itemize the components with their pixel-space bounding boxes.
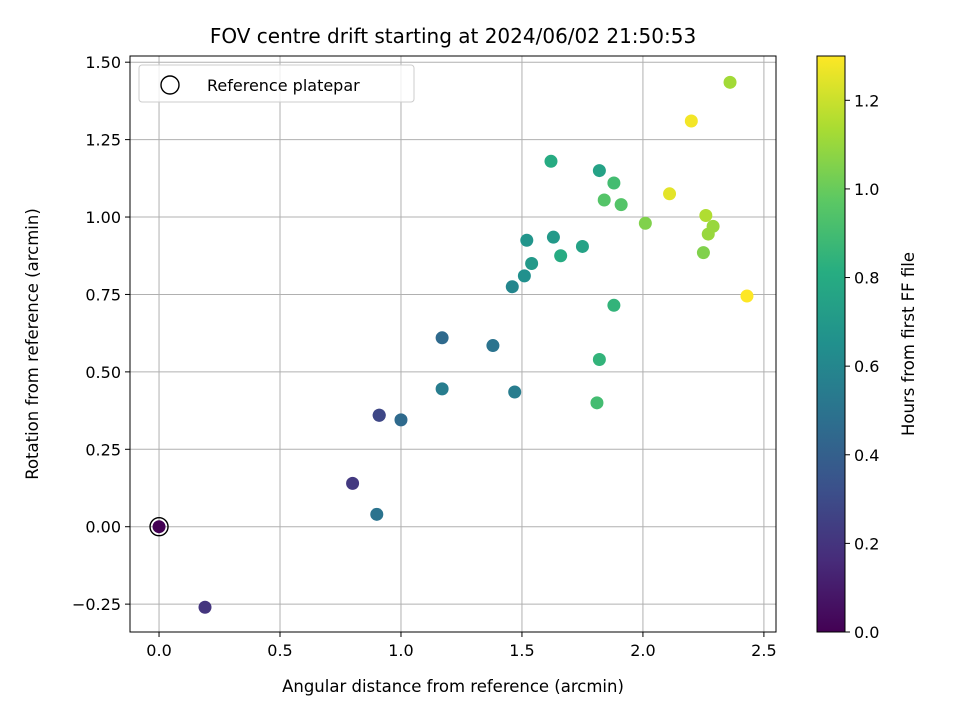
- data-point: [696, 246, 710, 260]
- colorbar-tick-label: 0.2: [854, 534, 879, 553]
- colorbar-tick-label: 0.0: [854, 623, 879, 642]
- legend-marker-reference: [160, 75, 180, 95]
- x-axis-label: Angular distance from reference (arcmin): [282, 677, 624, 696]
- colorbar-gradient: [817, 56, 845, 632]
- y-tick-label: −0.25: [72, 595, 121, 614]
- data-point: [607, 176, 621, 190]
- colorbar-label: Hours from first FF file: [899, 252, 918, 436]
- grid-lines: [130, 56, 776, 632]
- data-point: [597, 193, 611, 207]
- data-point: [394, 413, 408, 427]
- data-point: [372, 408, 386, 422]
- data-point: [723, 75, 737, 89]
- data-point: [706, 219, 720, 233]
- y-tick-label: 0.50: [85, 363, 121, 382]
- x-tick-label: 0.5: [267, 641, 292, 660]
- reference-platepar-marker: [149, 517, 169, 537]
- data-point: [435, 382, 449, 396]
- data-point: [614, 198, 628, 212]
- colorbar-tick-label: 1.0: [854, 180, 879, 199]
- data-point: [517, 269, 531, 283]
- x-tick-label: 0.0: [146, 641, 171, 660]
- data-point: [346, 476, 360, 490]
- colorbar-tick-label: 1.2: [854, 91, 879, 110]
- data-point: [592, 352, 606, 366]
- plot-frame: [129, 55, 777, 633]
- data-point: [575, 239, 589, 253]
- y-tick-label: 0.25: [85, 440, 121, 459]
- data-point: [684, 114, 698, 128]
- x-tick-label: 2.5: [751, 641, 776, 660]
- data-point: [607, 298, 621, 312]
- data-point: [592, 164, 606, 178]
- colorbar-tick-label: 0.8: [854, 269, 879, 288]
- data-point: [544, 154, 558, 168]
- data-point: [152, 520, 166, 534]
- legend: Reference platepar: [138, 64, 415, 103]
- data-points: [149, 75, 754, 614]
- x-axis: 0.0 0.5 1.0 1.5 2.0 2.5: [146, 632, 777, 660]
- data-point: [740, 289, 754, 303]
- y-axis: −0.25 0.00 0.25 0.50 0.75 1.00 1.25 1.50: [72, 53, 130, 614]
- data-point: [638, 216, 652, 230]
- y-tick-label: 1.50: [85, 53, 121, 72]
- data-point: [699, 208, 713, 222]
- data-point: [198, 600, 212, 614]
- chart-title: FOV centre drift starting at 2024/06/02 …: [210, 24, 696, 48]
- y-tick-label: 0.75: [85, 285, 121, 304]
- y-tick-label: 1.00: [85, 208, 121, 227]
- data-point: [486, 339, 500, 353]
- data-point: [520, 233, 534, 247]
- colorbar-tick-label: 0.6: [854, 357, 879, 376]
- colorbar-frame: [816, 55, 846, 633]
- y-tick-label: 1.25: [85, 131, 121, 150]
- data-point: [590, 396, 604, 410]
- legend-label-reference: Reference platepar: [207, 76, 360, 95]
- colorbar-tick-label: 0.4: [854, 446, 879, 465]
- y-tick-label: 0.00: [85, 518, 121, 537]
- data-point: [508, 385, 522, 399]
- data-point: [370, 507, 384, 521]
- data-point: [505, 280, 519, 294]
- data-point: [525, 256, 539, 270]
- data-point: [663, 187, 677, 201]
- data-point: [546, 230, 560, 244]
- data-point: [435, 331, 449, 345]
- data-point: [554, 249, 568, 263]
- x-tick-label: 1.0: [388, 641, 413, 660]
- legend-box: [138, 64, 415, 103]
- x-tick-label: 1.5: [509, 641, 534, 660]
- colorbar: 0.0 0.2 0.4 0.6 0.8 1.0 1.2 Hours from first F…: [816, 55, 918, 642]
- y-axis-label: Rotation from reference (arcmin): [23, 208, 42, 480]
- x-tick-label: 2.0: [630, 641, 655, 660]
- colorbar-ticks: 0.0 0.2 0.4 0.6 0.8 1.0 1.2: [845, 91, 879, 642]
